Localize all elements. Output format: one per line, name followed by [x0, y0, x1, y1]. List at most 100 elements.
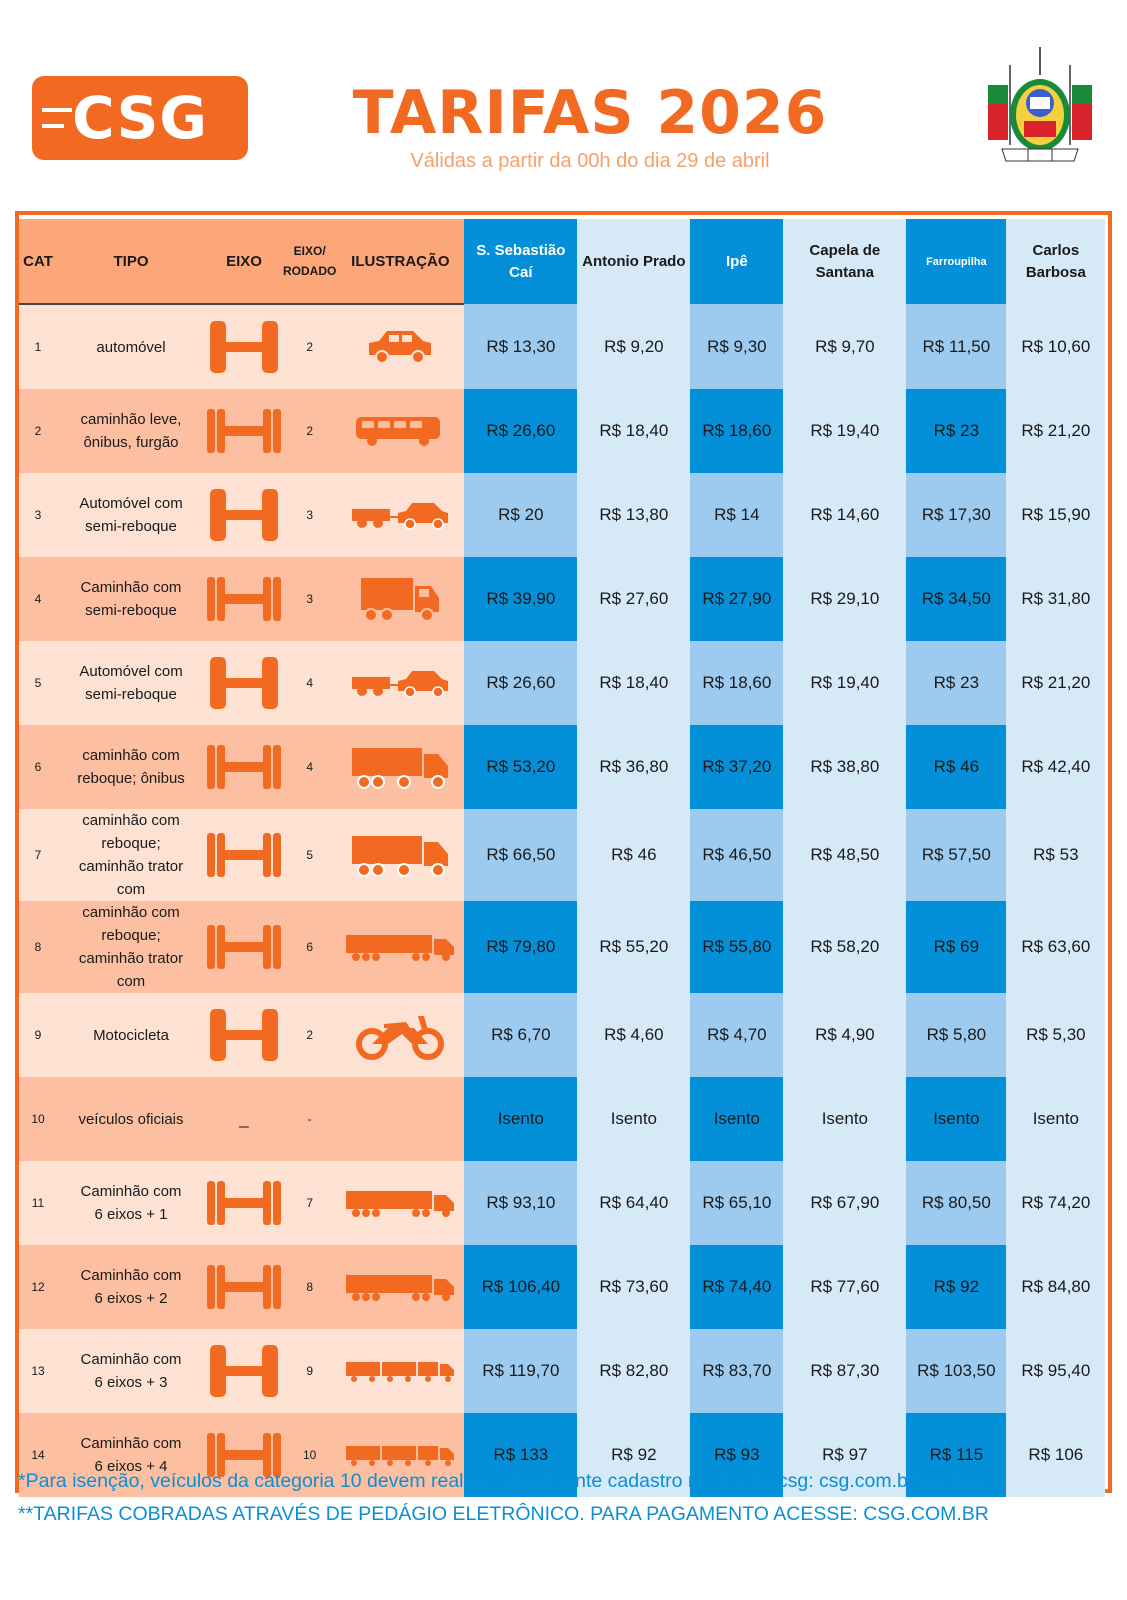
price-cell: R$ 115 — [906, 1413, 1007, 1497]
price-cell: R$ 58,20 — [783, 901, 907, 993]
page-subtitle: Válidas a partir da 00h do dia 29 de abr… — [410, 150, 770, 172]
cell-tipo: caminhão com reboque; ônibus — [57, 725, 205, 809]
vehicle-type-label: Caminhão com 6 eixos + 4 — [80, 1435, 182, 1475]
cell-rodado: 4 — [283, 725, 337, 809]
cell-rodado: 6 — [283, 901, 337, 993]
cell-ilustracao — [336, 1413, 465, 1497]
price-cell: R$ 13,30 — [464, 304, 578, 389]
cell-cat: 3 — [19, 473, 57, 557]
cell-rodado: 2 — [283, 993, 337, 1077]
col-header-plaza: Ipê — [690, 219, 784, 304]
cell-cat: 10 — [19, 1077, 57, 1161]
table-row: 4 Caminhão com semi-reboque 3 R$ 39,90 R$ 27… — [19, 557, 1106, 641]
cell-cat: 14 — [19, 1413, 57, 1497]
axle-icon — [205, 743, 283, 791]
vehicle-type-label: Automóvel com semi-reboque — [79, 663, 183, 703]
cell-tipo: Caminhão com 6 eixos + 3 — [57, 1329, 205, 1413]
cell-cat: 8 — [19, 901, 57, 993]
price-cell: R$ 18,40 — [577, 389, 691, 473]
vehicle-type-label: Motocicleta — [93, 1026, 169, 1044]
price-cell: R$ 80,50 — [906, 1161, 1007, 1245]
cell-ilustracao — [336, 557, 465, 641]
price-cell: R$ 65,10 — [690, 1161, 784, 1245]
price-cell: R$ 83,70 — [690, 1329, 784, 1413]
cell-tipo: Caminhão com 6 eixos + 4 — [57, 1413, 205, 1497]
col-header-rodado: EIXO/ RODADO — [283, 219, 337, 305]
price-cell: Isento — [783, 1077, 907, 1161]
table-row: 13 Caminhão com 6 eixos + 3 9 R$ 119,70 R$ 8… — [19, 1329, 1106, 1413]
logo-speed-line — [42, 124, 64, 128]
table-row: 14 Caminhão com 6 eixos + 4 10 R$ 133 R$ 92 R… — [19, 1413, 1106, 1497]
price-cell: R$ 36,80 — [577, 725, 691, 809]
truck-trailer-icon — [336, 832, 464, 878]
cell-ilustracao — [336, 1329, 465, 1413]
price-cell: R$ 74,40 — [690, 1245, 784, 1329]
cell-cat: 6 — [19, 725, 57, 809]
price-cell: R$ 4,60 — [577, 993, 691, 1077]
vehicle-type-label: caminhão leve, ônibus, furgão — [80, 411, 182, 451]
price-cell: R$ 46 — [577, 809, 691, 901]
logo-text: CSG — [71, 84, 209, 152]
price-cell: R$ 106 — [1006, 1413, 1106, 1497]
price-cell: R$ 46,50 — [690, 809, 784, 901]
price-cell: R$ 26,60 — [464, 389, 578, 473]
vehicle-type-label: caminhão com reboque; caminhão trator co… — [78, 904, 184, 990]
page-title: TARIFAS 2026 — [352, 78, 828, 148]
footnote-electronic-toll: **TARIFAS COBRADAS ATRAVÉS DE PEDÁGIO EL… — [18, 1503, 989, 1525]
cell-cat: 12 — [19, 1245, 57, 1329]
price-cell: R$ 106,40 — [464, 1245, 578, 1329]
tariff-table: CAT TIPO EIXO EIXO/ RODADO ILUSTRAÇÃO S.… — [19, 219, 1106, 1497]
price-cell: R$ 6,70 — [464, 993, 578, 1077]
cell-eixo — [205, 304, 283, 389]
price-cell: R$ 18,60 — [690, 389, 784, 473]
price-cell: R$ 4,70 — [690, 993, 784, 1077]
car-icon — [336, 327, 464, 367]
price-cell: R$ 5,30 — [1006, 993, 1106, 1077]
price-cell: R$ 74,20 — [1006, 1161, 1106, 1245]
price-cell: R$ 119,70 — [464, 1329, 578, 1413]
col-header-plaza: Capela de Santana — [783, 219, 907, 304]
price-cell: R$ 10,60 — [1006, 304, 1106, 389]
car-trailer-icon — [336, 499, 464, 531]
price-cell: R$ 9,30 — [690, 304, 784, 389]
price-cell: R$ 73,60 — [577, 1245, 691, 1329]
price-cell: Isento — [464, 1077, 578, 1161]
road-train-icon — [336, 1358, 464, 1384]
cell-cat: 13 — [19, 1329, 57, 1413]
price-cell: R$ 26,60 — [464, 641, 578, 725]
table-row: 6 caminhão com reboque; ônibus 4 R$ 53,20 R$… — [19, 725, 1106, 809]
axle-icon — [205, 319, 283, 375]
table-row: 12 Caminhão com 6 eixos + 2 8 R$ 106,40 R$ 7… — [19, 1245, 1106, 1329]
cell-ilustracao — [336, 725, 465, 809]
logo-speed-line — [42, 108, 72, 112]
cell-ilustracao — [336, 473, 465, 557]
price-cell: R$ 34,50 — [906, 557, 1007, 641]
csg-logo: CSG — [32, 76, 248, 160]
vehicle-type-label: Caminhão com 6 eixos + 2 — [80, 1267, 182, 1307]
price-cell: R$ 37,20 — [690, 725, 784, 809]
axle-icon — [205, 1179, 283, 1227]
cell-ilustracao — [336, 1161, 465, 1245]
price-cell: R$ 42,40 — [1006, 725, 1106, 809]
price-cell: R$ 21,20 — [1006, 389, 1106, 473]
vehicle-type-label: veículos oficiais — [78, 1110, 184, 1128]
cell-eixo — [205, 1245, 283, 1329]
cell-eixo — [205, 1413, 283, 1497]
price-cell: R$ 11,50 — [906, 304, 1007, 389]
price-cell: R$ 18,60 — [690, 641, 784, 725]
vehicle-type-label: caminhão com reboque; caminhão trator co… — [78, 812, 184, 898]
axle-icon — [205, 831, 283, 879]
price-cell: R$ 17,30 — [906, 473, 1007, 557]
cell-ilustracao — [336, 901, 465, 993]
price-cell: R$ 103,50 — [906, 1329, 1007, 1413]
price-cell: R$ 4,90 — [783, 993, 907, 1077]
price-cell: R$ 55,80 — [690, 901, 784, 993]
cell-rodado: 5 — [283, 809, 337, 901]
car-trailer-icon — [336, 667, 464, 699]
price-cell: R$ 48,50 — [783, 809, 907, 901]
semi-truck-icon — [336, 1187, 464, 1219]
cell-eixo — [205, 1329, 283, 1413]
cell-eixo — [205, 1161, 283, 1245]
col-header-tipo: TIPO — [57, 219, 205, 305]
price-cell: R$ 29,10 — [783, 557, 907, 641]
